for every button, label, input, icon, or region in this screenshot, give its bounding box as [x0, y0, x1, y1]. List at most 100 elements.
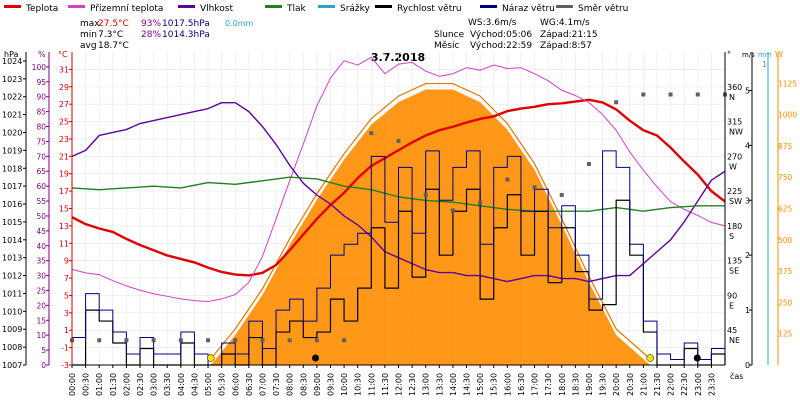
wind-dir-point — [342, 338, 347, 343]
x-tick-label: 18:00 — [558, 373, 567, 396]
legend-label: Náraz větru — [502, 4, 555, 14]
moonrise-marker — [693, 354, 701, 362]
x-tick-label: 14:00 — [449, 373, 458, 396]
wind-dir-point — [559, 192, 564, 197]
x-tick-label: 18:30 — [571, 373, 580, 396]
legend-swatch — [375, 5, 392, 8]
dir-tick-label: 360 — [727, 83, 742, 92]
dir-axis-label: ° — [727, 50, 731, 59]
x-tick-label: 08:30 — [299, 373, 308, 396]
ms-tick-label: 0 — [745, 361, 750, 370]
pct-tick-label: 60 — [36, 182, 46, 191]
x-axis-label: čas — [730, 371, 743, 381]
legend-swatch — [178, 5, 195, 8]
ms-tick-label: 3 — [745, 196, 750, 205]
x-tick-label: 01:30 — [109, 373, 118, 396]
x-tick-label: 16:30 — [517, 373, 526, 396]
hpa-tick-label: 1007 — [2, 361, 22, 370]
wind-dir-point — [151, 338, 156, 343]
dir-tick-label: 135 — [727, 257, 742, 266]
dir-tick-label: 90 — [727, 291, 737, 300]
x-tick-label: 14:30 — [463, 373, 472, 396]
series-line-teplota — [71, 98, 726, 277]
stat-min-temp: 7.3°C — [98, 30, 123, 40]
wind-dir-point — [260, 338, 265, 343]
x-tick-label: 03:00 — [150, 373, 159, 396]
x-tick-label: 21:00 — [639, 373, 648, 396]
pct-tick-label: 80 — [36, 123, 46, 132]
stat-max-temp: 27.5°C — [98, 19, 129, 29]
series-line-rychlost-v-tru — [72, 188, 726, 366]
dir-tick-sector: NE — [729, 336, 740, 345]
hpa-tick-label: 1012 — [2, 272, 22, 281]
x-tick-label: 06:00 — [231, 373, 240, 396]
wind-dir-point — [586, 162, 591, 167]
wind-dir-point — [695, 92, 700, 97]
legend-label: Teplota — [25, 4, 58, 14]
x-tick-label: 09:00 — [313, 373, 322, 396]
radiation-fill — [210, 89, 651, 365]
legend-swatch — [318, 5, 335, 8]
pct-axis-label: % — [38, 50, 46, 59]
stat-max-rain: 0.0mm — [225, 19, 254, 28]
mm-tick-label: 1 — [762, 60, 767, 69]
degc-tick-label: 27 — [59, 100, 69, 109]
hpa-tick-label: 1008 — [2, 343, 22, 352]
info-moonset: Západ:8:57 — [540, 41, 592, 51]
degc-tick-label: 15 — [59, 205, 69, 214]
dir-tick-label: 315 — [727, 118, 742, 127]
ms-tick-label: 1 — [745, 306, 750, 315]
x-tick-label: 12:00 — [395, 373, 404, 396]
wind-dir-point — [478, 200, 483, 205]
x-tick-label: 21:30 — [653, 373, 662, 396]
degc-tick-label: 23 — [59, 135, 69, 144]
pct-tick-label: 85 — [36, 108, 46, 117]
info-moon-label: Měsíc — [434, 41, 459, 51]
radiation-clear-sky — [210, 82, 651, 360]
x-tick-label: 04:30 — [190, 373, 199, 396]
wm2-tick-label: 875 — [778, 142, 793, 151]
x-tick-label: 02:30 — [136, 373, 145, 396]
wind-dir-point — [532, 185, 537, 190]
degc-tick-label: 7 — [64, 274, 69, 283]
pct-tick-label: 75 — [36, 137, 46, 146]
x-tick-label: 01:00 — [95, 373, 104, 396]
x-tick-label: 04:00 — [177, 373, 186, 396]
pct-tick-label: 30 — [36, 272, 46, 281]
dir-tick-label: 180 — [727, 222, 742, 231]
x-tick-label: 05:00 — [204, 373, 213, 396]
dir-tick-label: 270 — [727, 152, 742, 161]
x-tick-label: 07:30 — [272, 373, 281, 396]
hpa-tick-label: 1014 — [2, 236, 22, 245]
dir-tick-sector: NW — [729, 128, 743, 137]
degc-tick-label: 3 — [64, 309, 69, 318]
stat-min-hum: 28% — [141, 30, 161, 40]
pct-tick-label: 35 — [36, 257, 46, 266]
wind-dir-point — [641, 92, 646, 97]
pct-tick-label: 25 — [36, 286, 46, 295]
x-tick-label: 16:00 — [503, 373, 512, 396]
wm2-tick-label: 1125 — [778, 79, 797, 88]
x-tick-label: 15:00 — [476, 373, 485, 396]
x-tick-label: 10:00 — [340, 373, 349, 396]
sunrise-marker — [207, 354, 215, 362]
x-tick-label: 10:30 — [354, 373, 363, 396]
ms-tick-label: 4 — [745, 141, 750, 150]
legend-label: Přízemní teplota — [90, 4, 163, 14]
pct-tick-label: 90 — [36, 93, 46, 102]
dir-tick-sector: W — [729, 162, 737, 171]
hpa-tick-label: 1011 — [2, 289, 22, 298]
degc-tick-label: -1 — [61, 344, 69, 353]
pct-tick-label: 65 — [36, 167, 46, 176]
wind-dir-point — [287, 338, 292, 343]
pct-tick-label: 55 — [36, 197, 46, 206]
degc-tick-label: 5 — [64, 291, 69, 300]
pct-tick-label: 45 — [36, 227, 46, 236]
stat-label: avg — [80, 41, 97, 51]
pct-tick-label: 50 — [36, 212, 46, 221]
x-tick-label: 06:30 — [245, 373, 254, 396]
wind-dir-point — [178, 338, 183, 343]
